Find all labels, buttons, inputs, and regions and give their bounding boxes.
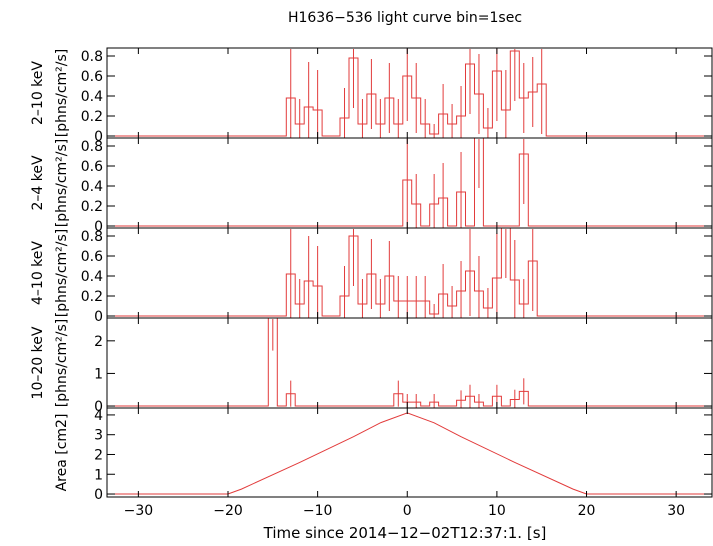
y-tick-label: 2	[94, 334, 103, 350]
y-tick-label: 0	[94, 219, 103, 235]
y-tick-label: 0.2	[81, 199, 103, 215]
x-tick-label: −10	[303, 503, 333, 519]
panel-frame	[106, 47, 713, 139]
x-tick-label: −30	[124, 503, 154, 519]
step-line	[107, 50, 712, 137]
y-tick-label: 0	[94, 129, 103, 145]
x-tick-label: −20	[213, 503, 243, 519]
panel-p2: 0 0.2 0.4 0.6 0.8 2–4 keV [phns/cm²/s]	[30, 137, 713, 235]
panels-group: 0 0.2 0.4 0.6 0.8 2–10 keV [phns/cm²/s] 0 0.2 0.4…	[30, 47, 713, 519]
y-axis-title: 4–10 keV	[30, 241, 46, 305]
panel-p4: 0 1 2 10–20 keV [phns/cm²/s]	[30, 317, 713, 415]
y-tick-label: 0	[94, 309, 103, 325]
x-tick-label: 20	[578, 503, 596, 519]
y-tick-label: 0.6	[81, 159, 103, 175]
step-line	[107, 227, 712, 317]
panel-frame	[106, 137, 713, 229]
y-axis-title: 10–20 keV	[30, 326, 46, 399]
step-line	[107, 137, 712, 227]
x-tick-label: 30	[667, 503, 685, 519]
panel-frame	[106, 227, 713, 319]
y-tick-label: 0.8	[81, 229, 103, 245]
y-tick-label: 0.4	[81, 269, 103, 285]
y-tick-label: 3	[94, 428, 103, 444]
area-curve	[107, 412, 712, 495]
y-tick-label: 1	[94, 366, 103, 382]
y-tick-label: 2	[94, 447, 103, 463]
y-axis-unit: [phns/cm²/s]	[54, 229, 70, 318]
y-tick-label: 0.4	[81, 89, 103, 105]
x-axis-label: Time since 2014−12−02T12:37:1. [s]	[263, 524, 547, 541]
y-tick-label: 0.2	[81, 289, 103, 305]
y-tick-label: 0.4	[81, 179, 103, 195]
y-tick-label: 0.6	[81, 249, 103, 265]
x-tick-label: 10	[488, 503, 506, 519]
panel-p5: 0 1 2 3 4 Area [cm2]	[54, 407, 713, 503]
y-axis-title: 2–10 keV	[30, 61, 46, 125]
y-axis-title: Area [cm2]	[54, 414, 70, 492]
y-tick-label: 0.8	[81, 49, 103, 65]
step-line	[107, 317, 712, 407]
y-tick-label: 0.6	[81, 69, 103, 85]
y-axis-unit: [phns/cm²/s]	[54, 319, 70, 408]
y-tick-label: 4	[94, 408, 103, 424]
y-tick-label: 0	[94, 487, 103, 503]
y-tick-label: 0	[94, 399, 103, 415]
x-tick-label: 0	[403, 503, 412, 519]
y-axis-unit: [phns/cm²/s]	[54, 49, 70, 138]
y-axis-title: 2–4 keV	[30, 155, 46, 210]
panel-p1: 0 0.2 0.4 0.6 0.8 2–10 keV [phns/cm²/s]	[30, 47, 713, 145]
chart-title: H1636−536 light curve bin=1sec	[288, 10, 522, 26]
y-tick-label: 0.2	[81, 109, 103, 125]
y-axis-unit: [phns/cm²/s]	[54, 139, 70, 228]
y-tick-label: 0.8	[81, 139, 103, 155]
panel-frame	[106, 317, 713, 409]
y-tick-label: 1	[94, 467, 103, 483]
panel-p3: 0 0.2 0.4 0.6 0.8 4–10 keV [phns/cm²/s]	[30, 227, 713, 325]
panel-frame	[106, 407, 713, 498]
